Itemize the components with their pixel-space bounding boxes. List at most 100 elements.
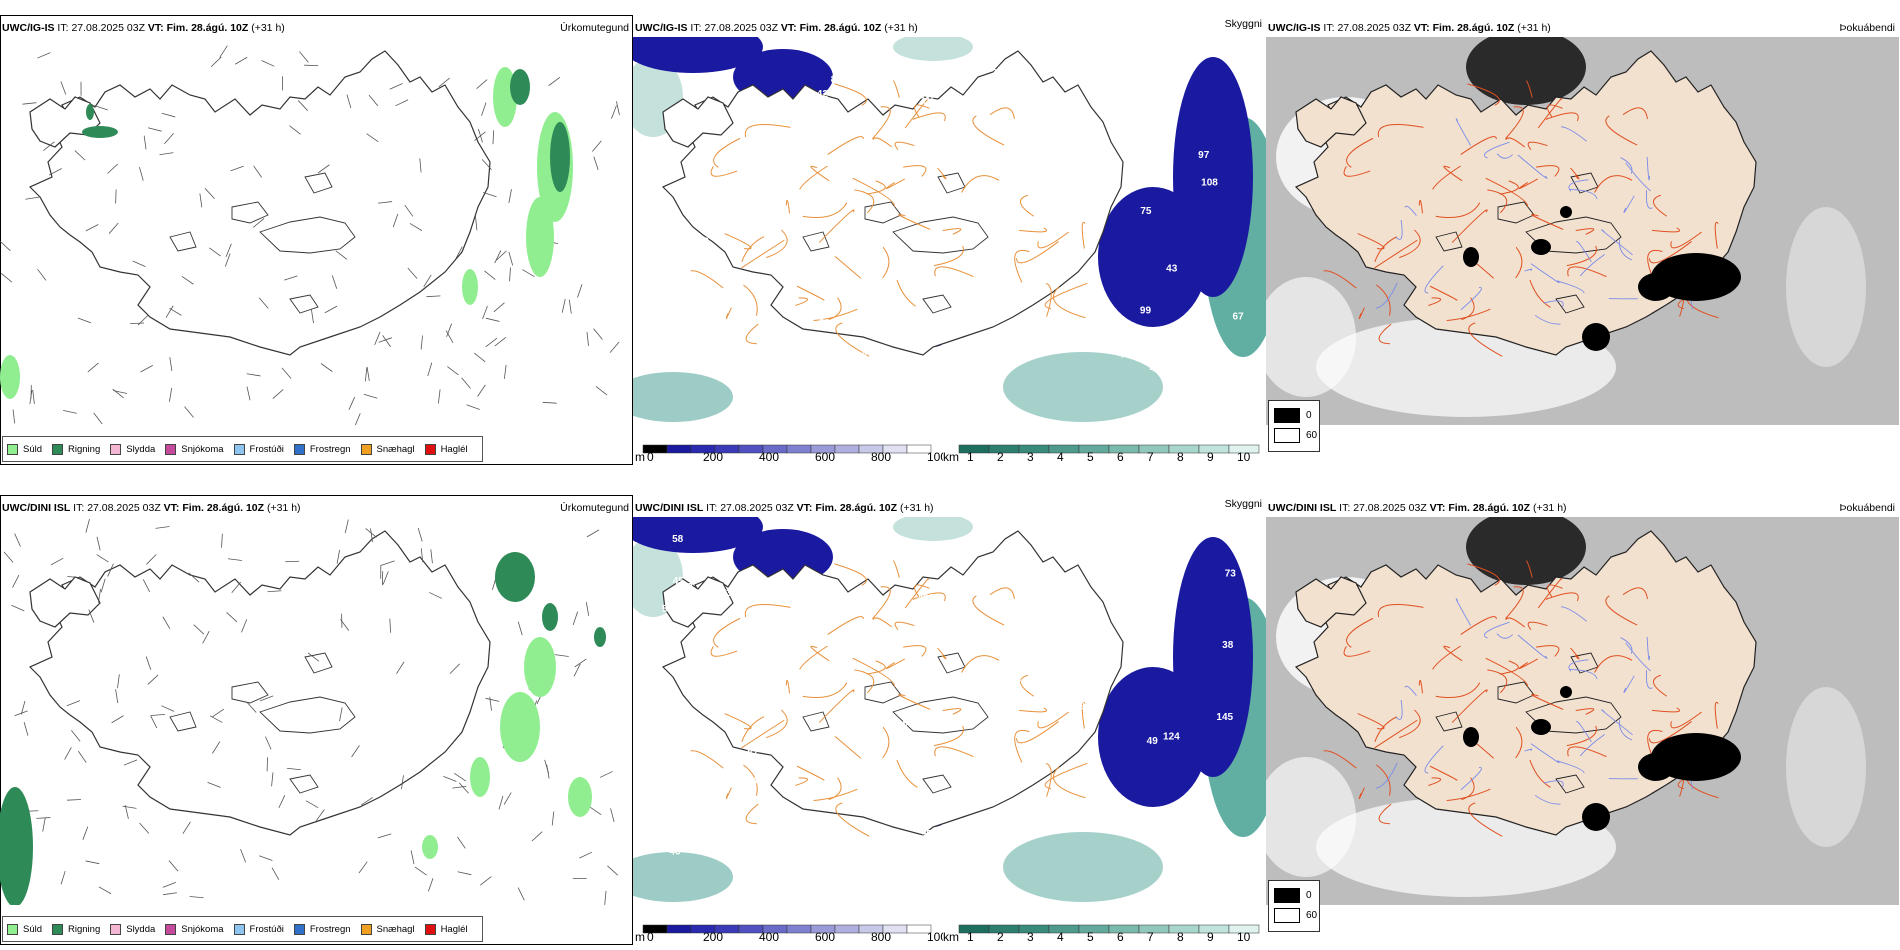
wind-barb <box>207 781 221 788</box>
wind-barb <box>139 822 150 834</box>
legend-item: Haglél <box>424 443 468 455</box>
road-line <box>896 279 918 308</box>
wind-barb <box>259 695 274 702</box>
cloud-base-label: 99 <box>863 825 875 836</box>
vis-swatch <box>1198 924 1230 934</box>
legend-item: Haglél <box>424 923 468 935</box>
river-line <box>1395 700 1403 720</box>
vis-swatch <box>1018 924 1050 934</box>
river-line <box>1483 621 1510 639</box>
river-line <box>1517 154 1548 179</box>
road-line <box>1435 682 1481 698</box>
river-line <box>1645 190 1653 209</box>
wind-barb <box>169 307 182 316</box>
legend-item: Frostúði <box>233 443 284 455</box>
cloud-base-label: 48 <box>984 669 996 680</box>
wind-barb <box>517 621 523 636</box>
road-line <box>802 202 848 218</box>
visibility-map: 124 92 96 98 102 97 99 73 100 99 98 97 94 99 94 17 256 80… <box>633 517 1266 902</box>
road-line <box>1460 616 1497 636</box>
wind-barb <box>572 611 579 626</box>
road-line <box>1505 586 1524 620</box>
wind-barb <box>253 165 262 178</box>
wind-barb <box>85 224 99 232</box>
westfjords-coastline <box>662 96 734 148</box>
wind-barb <box>340 619 350 631</box>
legend-label: Rigning <box>68 443 101 455</box>
wind-barb <box>365 528 377 538</box>
wind-barb <box>37 52 51 59</box>
road-line <box>1374 239 1418 269</box>
river-line <box>1530 743 1560 763</box>
road-line <box>913 584 930 598</box>
wind-barb <box>0 240 11 252</box>
river-line <box>1579 734 1605 757</box>
legend-label: Frostregn <box>309 923 351 935</box>
road-line <box>1451 689 1488 723</box>
river-line <box>1556 280 1585 294</box>
wind-barb <box>231 581 242 594</box>
cloud-base-label: 44 <box>1118 349 1130 360</box>
road-line <box>743 284 758 316</box>
wind-barb <box>458 782 469 794</box>
wind-barb <box>482 305 488 320</box>
river-line <box>1623 195 1635 213</box>
cloud-base-label: 95 <box>762 153 774 164</box>
river-line <box>1575 720 1592 743</box>
wind-barb <box>508 189 512 204</box>
legend-item: Frostregn <box>293 443 351 455</box>
wind-barb <box>522 269 535 278</box>
ceiling-swatch <box>786 924 812 934</box>
cloud-base-label: 80 <box>1023 804 1035 815</box>
wind-barb <box>498 795 504 810</box>
wind-barb <box>531 831 543 842</box>
wind-barb <box>108 222 119 234</box>
wind-barb <box>143 135 147 150</box>
wind-barb <box>360 797 373 806</box>
vis-swatch <box>958 444 990 454</box>
wind-barb <box>546 764 550 779</box>
cloud-base-label: 88 <box>1111 798 1123 809</box>
wind-barb <box>354 413 361 425</box>
cloud-base-label: 58 <box>672 534 684 545</box>
cloud-base-label: 97 <box>831 610 843 621</box>
wind-barb <box>358 861 368 874</box>
road-line <box>933 725 964 747</box>
road-line <box>896 759 918 788</box>
road-line <box>1566 725 1597 747</box>
road-line <box>1527 141 1548 150</box>
wind-barb <box>437 389 441 404</box>
river-line <box>1543 300 1564 308</box>
wind-barb <box>253 218 265 228</box>
wind-barb <box>74 150 86 161</box>
wind-barb <box>82 826 89 840</box>
fog-black-spot <box>1582 323 1610 351</box>
wind-barb <box>204 188 215 199</box>
wind-barb <box>310 309 314 324</box>
legend-item: Snæhagl <box>360 923 415 935</box>
vis-swatch <box>1168 444 1200 454</box>
wind-barb <box>63 409 77 414</box>
panel-header: UWC/DINI ISL IT: 27.08.2025 03Z VT: Fim.… <box>1268 502 1567 514</box>
wind-barb <box>271 772 274 787</box>
road-line <box>1537 98 1562 129</box>
wind-barb <box>3 551 14 563</box>
wind-barb <box>165 305 174 318</box>
wind-barb <box>42 817 46 832</box>
cloud-base-label: 123 <box>678 838 695 849</box>
road-line <box>961 175 1000 193</box>
wind-barb <box>36 817 51 819</box>
road-line <box>1428 297 1442 306</box>
wind-barb <box>188 572 200 583</box>
road-line <box>802 682 848 698</box>
wind-barb <box>485 317 500 322</box>
wind-barb <box>96 536 101 551</box>
road-line <box>1575 708 1595 715</box>
road-line <box>1019 227 1048 233</box>
iceland-coastline <box>28 530 491 836</box>
road-line <box>1648 721 1692 744</box>
road-line <box>852 657 895 687</box>
river-line <box>1483 141 1510 159</box>
legend-label: Súld <box>23 443 43 455</box>
road-line <box>1536 645 1560 657</box>
